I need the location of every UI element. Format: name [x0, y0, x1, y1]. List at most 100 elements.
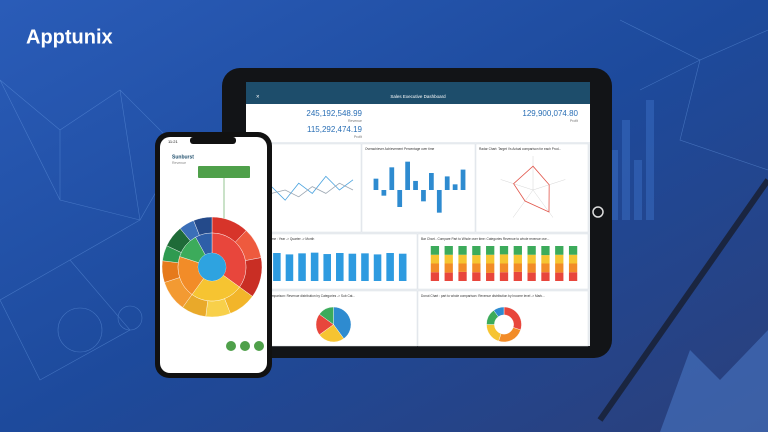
- bar: [373, 254, 382, 281]
- bar-segment: [458, 271, 467, 281]
- sunburst-center: [198, 253, 226, 281]
- line-series: [257, 175, 354, 201]
- kpi-area: [246, 104, 590, 142]
- bar-segment: [527, 246, 536, 255]
- bar: [361, 253, 369, 281]
- bar: [397, 190, 403, 207]
- pen: [597, 178, 768, 422]
- bar-segment: [541, 263, 550, 273]
- bar: [386, 253, 394, 281]
- bar-segment: [472, 246, 481, 256]
- bar-segment: [499, 263, 509, 273]
- bar-segment: [486, 263, 495, 273]
- bar-segment: [513, 263, 522, 272]
- pie-slice: [333, 306, 352, 339]
- panel: Overachiever Achievement Percentage over…: [361, 143, 476, 233]
- radar-spoke: [532, 189, 554, 218]
- bar: [436, 190, 442, 213]
- bg-area: [660, 330, 768, 432]
- bar: [298, 253, 306, 281]
- bar-segment: [472, 272, 481, 281]
- bar-segment: [527, 254, 536, 264]
- bar: [429, 173, 434, 190]
- bar-segment: [541, 246, 550, 256]
- dashboard-title: Sales Executive Dashboard: [390, 94, 446, 99]
- bar-segment: [555, 263, 564, 273]
- bar-segment: [527, 263, 536, 273]
- radar-spoke: [512, 189, 534, 218]
- phone: 11:21 Sunburst Revenue: [155, 132, 272, 378]
- panel-title: Donut Chart : part to whole comparison: …: [421, 294, 545, 298]
- bar-segment: [444, 254, 453, 264]
- action-button[interactable]: [240, 341, 250, 351]
- bar-segment: [472, 255, 481, 264]
- brand: Apptunix: [26, 26, 113, 48]
- action-button[interactable]: [254, 341, 264, 351]
- panel-title: Radar Chart: Target Vs Actual comparison…: [479, 147, 561, 151]
- radar-spoke: [500, 179, 534, 191]
- phone-subtitle: Revenue: [172, 161, 186, 165]
- bar-segment: [430, 254, 440, 264]
- bar-segment: [568, 263, 578, 273]
- phone-time: 11:21: [168, 139, 178, 144]
- bar-segment: [513, 271, 522, 281]
- bar-segment: [458, 263, 467, 272]
- radar-area: [513, 165, 550, 213]
- bar: [398, 253, 407, 281]
- bar-segment: [555, 254, 564, 264]
- kpi-label: Profit: [354, 135, 362, 139]
- bar-segment: [513, 254, 522, 264]
- close-button[interactable]: ×: [256, 95, 260, 101]
- bar: [373, 178, 379, 190]
- pie-slice: [319, 306, 334, 325]
- panel-title: Overachiever Achievement Percentage over…: [365, 147, 435, 151]
- panel-title: Bar Chart - Compare Part to Whole over t…: [421, 237, 550, 241]
- panel-bg: [361, 143, 476, 233]
- bar-segment: [527, 272, 536, 281]
- phone-title: Sunburst: [172, 154, 194, 160]
- action-button[interactable]: [226, 341, 236, 351]
- bar-segment: [430, 263, 440, 273]
- tooltip: [198, 166, 250, 178]
- bar-segment: [458, 246, 467, 255]
- bar-segment: [568, 272, 578, 281]
- bar-segment: [568, 246, 578, 255]
- bar-segment: [458, 254, 467, 264]
- bar: [310, 252, 319, 281]
- bar-segment: [568, 254, 578, 264]
- panels: ctual RevenueOverachiever Achievement Pe…: [247, 143, 589, 347]
- bar-segment: [541, 255, 550, 264]
- bar-segment: [513, 246, 522, 255]
- panel: Bar Chart - Compare Part to Whole over t…: [417, 233, 589, 290]
- kpi-value: 129,900,074.80: [522, 109, 578, 118]
- kpi-label: Revenue: [348, 119, 362, 123]
- panel: Radar Chart: Target Vs Actual comparison…: [475, 143, 589, 233]
- bar: [452, 184, 458, 190]
- bar-segment: [444, 272, 453, 281]
- bar-segment: [472, 263, 481, 273]
- bar-segment: [555, 272, 564, 281]
- bar-segment: [555, 246, 564, 255]
- bar-segment: [499, 246, 509, 255]
- bar: [273, 253, 281, 281]
- panel: art to whole comparison: Revenue distrib…: [247, 290, 418, 347]
- bar-segment: [486, 246, 495, 255]
- network-lines: [0, 19, 768, 381]
- panel: Change over time : Year -> Quarter -> Mo…: [247, 233, 418, 290]
- bar: [405, 161, 410, 190]
- bar: [413, 180, 418, 190]
- bar: [460, 169, 466, 190]
- bar-segment: [486, 272, 495, 281]
- bar-segment: [430, 272, 440, 281]
- home-button[interactable]: [592, 206, 604, 218]
- panel-title: art to whole comparison: Revenue distrib…: [251, 294, 355, 298]
- bar: [323, 254, 331, 281]
- bar: [421, 190, 426, 202]
- bar: [389, 167, 395, 190]
- bar-segment: [486, 254, 495, 264]
- kpi-value: 245,192,548.99: [306, 109, 362, 118]
- bar: [381, 190, 387, 196]
- bar: [336, 253, 344, 281]
- kpi-label: Profit: [570, 119, 578, 123]
